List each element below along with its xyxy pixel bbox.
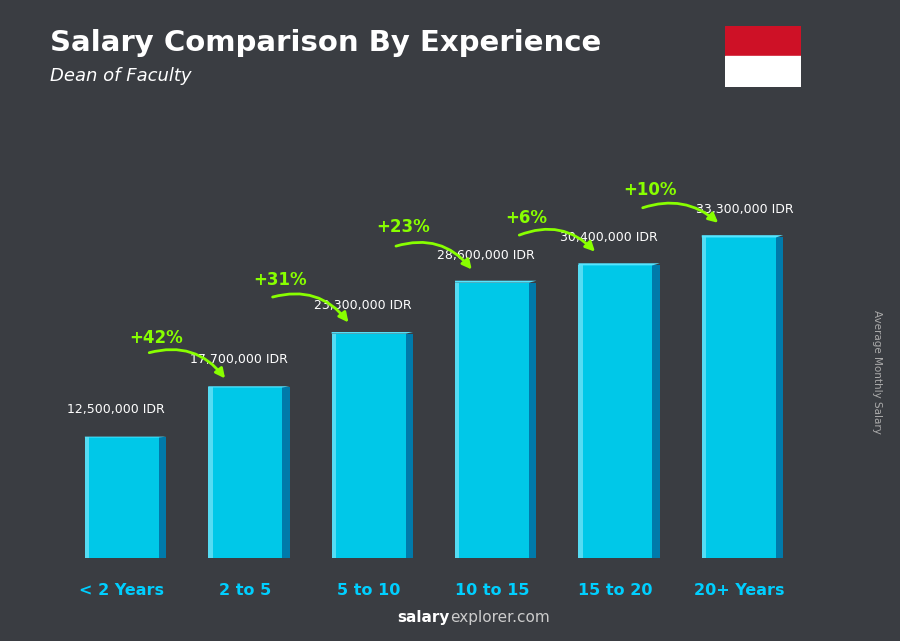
Bar bbox=[455, 283, 459, 558]
FancyBboxPatch shape bbox=[702, 237, 776, 558]
Bar bbox=[724, 56, 801, 87]
Bar bbox=[331, 333, 336, 558]
FancyBboxPatch shape bbox=[331, 333, 406, 558]
Text: Dean of Faculty: Dean of Faculty bbox=[50, 67, 191, 85]
Text: +31%: +31% bbox=[253, 271, 307, 289]
Text: < 2 Years: < 2 Years bbox=[79, 583, 165, 597]
Text: explorer.com: explorer.com bbox=[450, 610, 550, 625]
FancyBboxPatch shape bbox=[85, 437, 159, 558]
Text: 30,400,000 IDR: 30,400,000 IDR bbox=[561, 231, 658, 244]
Text: 10 to 15: 10 to 15 bbox=[454, 583, 529, 597]
Text: 33,300,000 IDR: 33,300,000 IDR bbox=[697, 203, 794, 217]
FancyBboxPatch shape bbox=[579, 265, 652, 558]
Text: +23%: +23% bbox=[376, 218, 430, 236]
Polygon shape bbox=[702, 235, 783, 237]
Text: 28,600,000 IDR: 28,600,000 IDR bbox=[437, 249, 535, 262]
Polygon shape bbox=[579, 263, 660, 265]
Bar bbox=[724, 26, 801, 56]
Text: salary: salary bbox=[398, 610, 450, 625]
Bar bbox=[85, 437, 89, 558]
FancyBboxPatch shape bbox=[455, 283, 529, 558]
Bar bbox=[702, 237, 706, 558]
Text: +10%: +10% bbox=[623, 181, 677, 199]
Bar bbox=[406, 333, 413, 558]
Bar bbox=[776, 237, 783, 558]
FancyBboxPatch shape bbox=[208, 387, 283, 558]
Bar bbox=[159, 437, 166, 558]
Bar bbox=[652, 265, 660, 558]
Text: 5 to 10: 5 to 10 bbox=[337, 583, 400, 597]
Bar bbox=[283, 387, 290, 558]
Polygon shape bbox=[455, 281, 536, 283]
Text: +6%: +6% bbox=[506, 210, 547, 228]
Text: Salary Comparison By Experience: Salary Comparison By Experience bbox=[50, 29, 601, 57]
Text: +42%: +42% bbox=[130, 329, 184, 347]
Text: 2 to 5: 2 to 5 bbox=[219, 583, 272, 597]
Bar bbox=[579, 265, 583, 558]
Bar bbox=[208, 387, 212, 558]
Text: Average Monthly Salary: Average Monthly Salary bbox=[872, 310, 883, 434]
Text: 12,500,000 IDR: 12,500,000 IDR bbox=[67, 403, 165, 417]
Text: 15 to 20: 15 to 20 bbox=[578, 583, 652, 597]
Polygon shape bbox=[331, 332, 413, 333]
Text: 17,700,000 IDR: 17,700,000 IDR bbox=[190, 353, 288, 367]
Text: 20+ Years: 20+ Years bbox=[694, 583, 784, 597]
Text: 23,300,000 IDR: 23,300,000 IDR bbox=[314, 299, 411, 313]
Bar bbox=[529, 283, 536, 558]
